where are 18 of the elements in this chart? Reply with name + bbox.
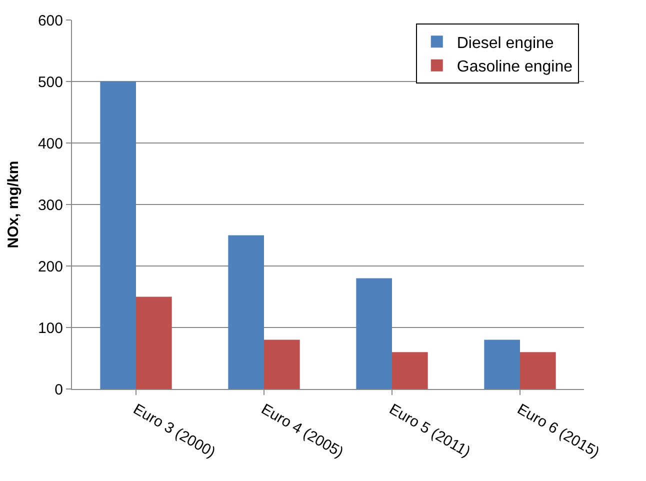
bar [356,278,392,389]
y-tick-label: 300 [38,196,63,214]
y-tick-label: 200 [38,258,63,276]
y-tick-label: 100 [38,320,63,337]
bar [136,296,172,389]
legend-label: Gasoline engine [456,58,573,76]
y-tick-label: 500 [38,74,63,91]
y-tick-label: 400 [38,135,63,152]
bar [228,235,264,389]
bar [520,352,556,389]
bar [264,340,300,389]
legend-label: Diesel engine [456,34,554,52]
y-tick-label: 600 [38,12,63,30]
y-axis-title: NOx, mg/km [5,160,22,248]
bar [100,82,136,389]
y-tick-label: 0 [54,381,63,398]
bar [484,340,520,389]
bar [392,352,428,389]
